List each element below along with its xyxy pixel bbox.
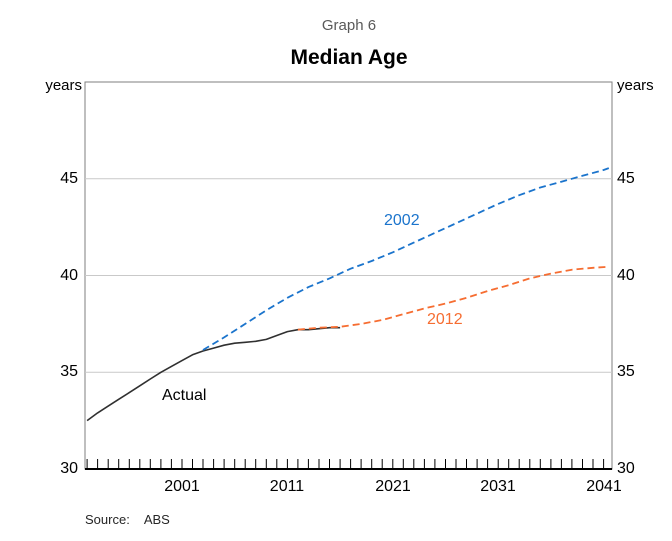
y-tick-label-right: 30 <box>617 460 635 477</box>
source-label: Source: <box>85 512 130 527</box>
chart-title: Median Age <box>290 46 408 69</box>
source-value: ABS <box>143 512 170 527</box>
y-axis-unit-left: years <box>45 77 82 94</box>
y-axis-unit-right: years <box>617 77 654 94</box>
y-tick-label-left: 35 <box>60 363 78 380</box>
y-tick-label-left: 45 <box>60 170 78 187</box>
graph-number: Graph 6 <box>321 17 377 34</box>
x-tick-label: 2011 <box>269 478 305 495</box>
series-label-2012-projection: 2012 <box>427 311 463 328</box>
x-tick-label: 2031 <box>480 478 516 495</box>
y-tick-label-right: 35 <box>617 363 635 380</box>
y-tick-label-left: 30 <box>60 460 78 477</box>
x-tick-label: 2021 <box>375 478 411 495</box>
series-label-2002-projection: 2002 <box>384 212 420 229</box>
y-tick-label-right: 40 <box>617 267 635 284</box>
series-label-actual: Actual <box>162 387 207 404</box>
source-note: Source: ABS <box>85 512 170 528</box>
y-tick-label-left: 40 <box>60 267 78 284</box>
y-tick-label-right: 45 <box>617 170 635 187</box>
x-tick-label: 2041 <box>586 478 622 495</box>
x-tick-label: 2001 <box>164 478 200 495</box>
